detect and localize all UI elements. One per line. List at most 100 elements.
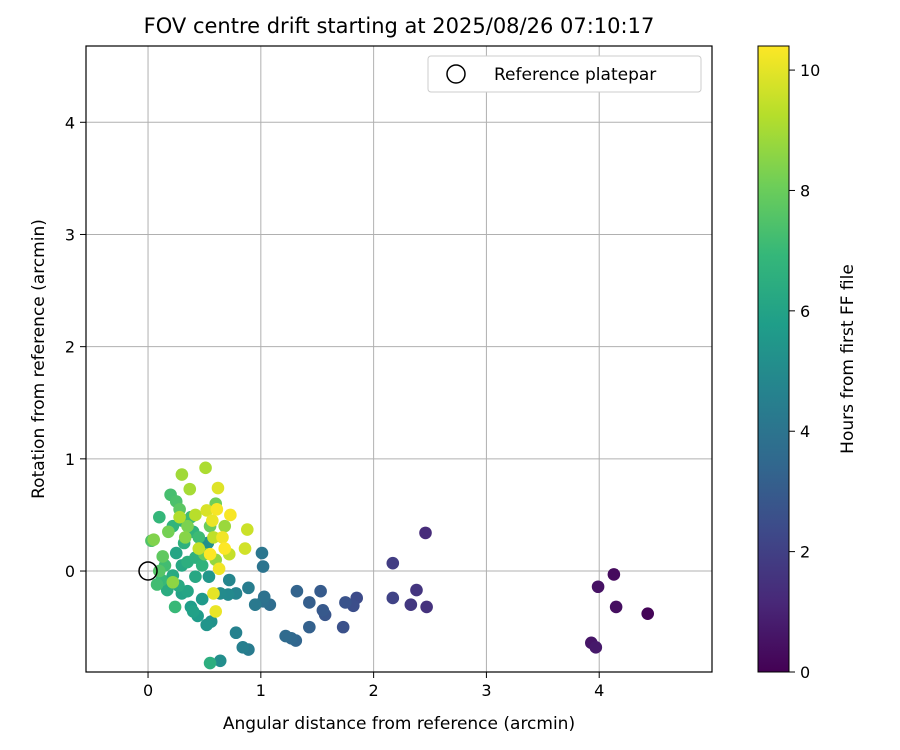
data-point xyxy=(166,575,180,589)
data-point xyxy=(186,605,200,618)
data-point xyxy=(607,568,621,581)
data-point xyxy=(404,598,418,611)
data-point xyxy=(212,562,226,576)
data-point xyxy=(192,542,206,555)
data-point xyxy=(181,519,194,533)
data-point xyxy=(229,626,243,640)
data-point xyxy=(147,533,160,546)
data-point xyxy=(207,531,220,544)
data-point xyxy=(218,542,232,555)
data-points xyxy=(145,461,655,670)
data-point xyxy=(386,556,400,570)
data-point xyxy=(209,605,223,618)
reference-platepar-marker xyxy=(138,561,158,581)
grid-lines xyxy=(86,46,712,672)
data-point xyxy=(236,641,250,654)
data-point xyxy=(202,570,216,583)
data-point xyxy=(589,641,603,654)
data-point xyxy=(314,584,327,598)
data-point xyxy=(255,546,269,560)
data-point xyxy=(279,629,292,643)
data-point xyxy=(419,526,432,540)
data-point xyxy=(257,590,271,604)
data-point xyxy=(178,531,192,544)
data-point xyxy=(195,592,209,606)
legend-reference-marker xyxy=(446,64,466,84)
data-point xyxy=(203,656,217,670)
y-tick-label: 4 xyxy=(65,113,75,132)
data-point xyxy=(195,559,209,572)
data-point xyxy=(153,564,166,578)
plot-frame xyxy=(85,45,713,673)
data-point xyxy=(303,596,316,609)
data-point xyxy=(609,600,623,614)
data-point xyxy=(386,591,400,605)
data-point xyxy=(216,531,229,544)
data-point xyxy=(173,510,186,524)
x-tick-label: 2 xyxy=(369,681,379,700)
data-point xyxy=(420,600,433,614)
data-point xyxy=(189,570,202,583)
y-tick-label: 1 xyxy=(65,450,75,469)
data-point xyxy=(169,546,183,560)
x-axis-ticks: 0 1 2 3 4 xyxy=(143,672,604,700)
legend-label-reference-platepar: Reference platepar xyxy=(494,65,656,85)
x-tick-label: 4 xyxy=(594,681,604,700)
x-tick-label: 0 xyxy=(143,681,153,700)
data-point xyxy=(153,510,166,524)
data-point xyxy=(641,607,655,620)
y-axis-ticks: 0 1 2 3 4 xyxy=(65,113,86,581)
colorbar-ticks: 0 2 4 6 8 10 xyxy=(789,61,820,682)
data-point xyxy=(336,620,350,634)
colorbar-tick-label: 0 xyxy=(800,663,810,682)
legend-box xyxy=(427,55,702,93)
data-point xyxy=(242,581,255,595)
chart-title: FOV centre drift starting at 2025/08/26 … xyxy=(144,14,655,38)
data-point xyxy=(199,461,212,475)
data-point xyxy=(207,587,220,600)
x-tick-label: 3 xyxy=(481,681,491,700)
data-point xyxy=(248,598,262,611)
x-axis-label: Angular distance from reference (arcmin) xyxy=(223,714,575,734)
data-point xyxy=(206,514,219,527)
data-point xyxy=(238,542,252,555)
colorbar-tick-label: 6 xyxy=(800,302,810,321)
x-tick-label: 1 xyxy=(256,681,266,700)
colorbar-gradient xyxy=(757,45,790,673)
data-point xyxy=(203,547,217,561)
colorbar: 0 2 4 6 8 10 Hours from first FF file xyxy=(757,45,858,682)
data-point xyxy=(240,523,254,536)
data-point xyxy=(162,525,175,539)
data-point xyxy=(200,504,213,517)
data-point xyxy=(168,600,182,614)
data-point xyxy=(591,580,605,594)
data-point xyxy=(189,508,202,522)
y-axis-label: Rotation from reference (arcmin) xyxy=(29,219,49,499)
data-point xyxy=(410,583,423,597)
colorbar-tick-label: 10 xyxy=(800,61,820,80)
data-point xyxy=(256,560,270,573)
data-point xyxy=(224,508,237,522)
data-point xyxy=(339,596,352,609)
data-point xyxy=(316,603,330,617)
data-point xyxy=(181,584,194,598)
data-point xyxy=(183,482,197,496)
data-point xyxy=(200,618,213,632)
colorbar-tick-label: 2 xyxy=(800,543,810,562)
data-point xyxy=(175,468,189,481)
colorbar-tick-label: 8 xyxy=(800,181,810,200)
data-point xyxy=(210,503,224,516)
colorbar-label: Hours from first FF file xyxy=(838,264,858,454)
data-point xyxy=(156,550,169,563)
data-point xyxy=(222,573,236,587)
y-tick-label: 3 xyxy=(65,225,75,244)
data-point xyxy=(290,584,304,598)
data-point xyxy=(211,481,225,495)
data-point xyxy=(303,620,316,634)
data-point xyxy=(192,531,206,544)
y-tick-label: 0 xyxy=(65,562,75,581)
data-point xyxy=(213,654,227,668)
legend: Reference platepar xyxy=(427,55,702,93)
colorbar-tick-label: 4 xyxy=(800,422,810,441)
